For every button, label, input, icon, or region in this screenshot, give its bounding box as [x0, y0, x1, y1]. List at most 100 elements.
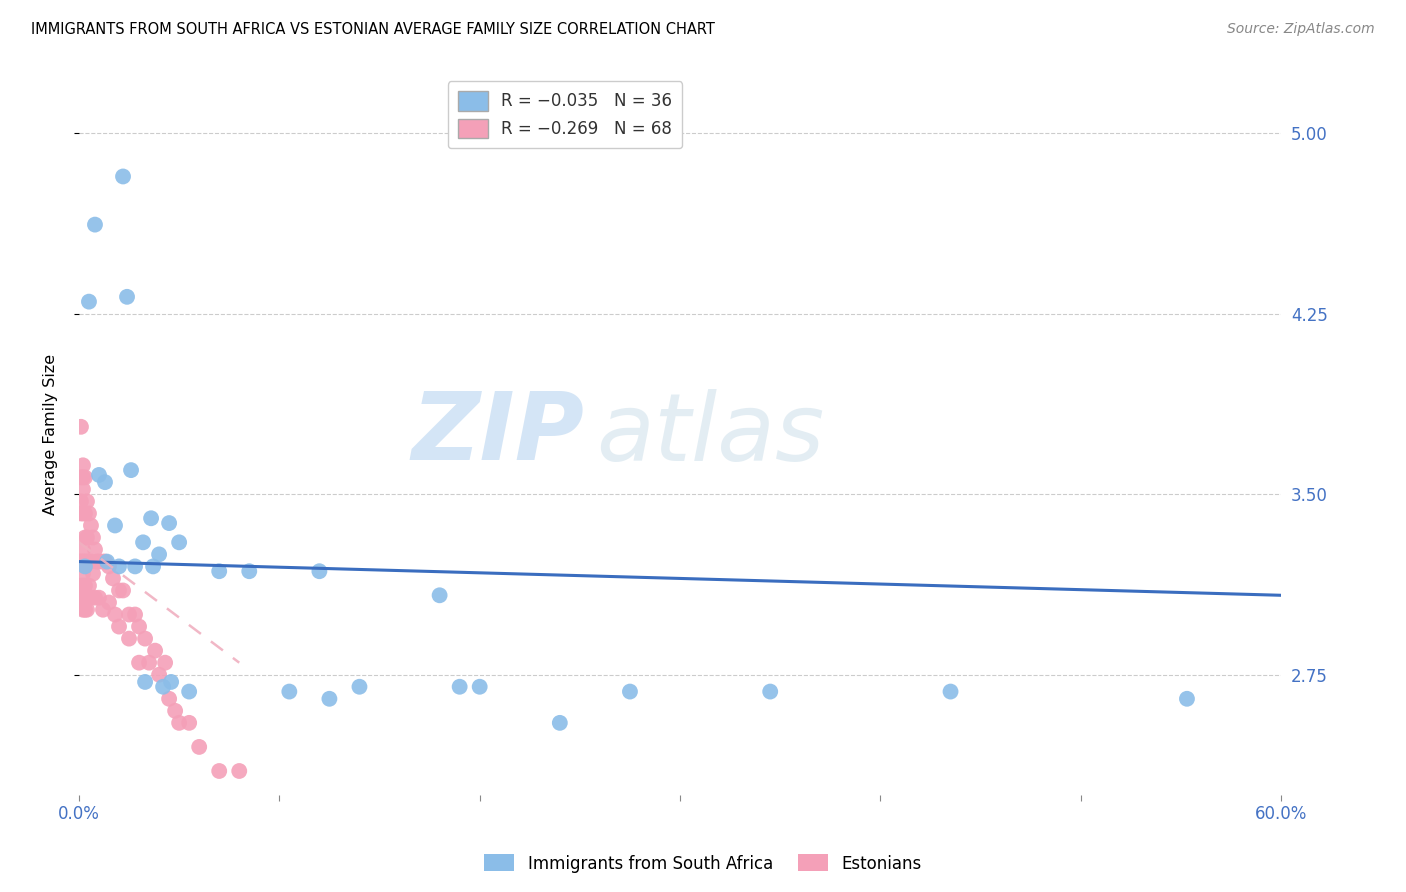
Point — [115, 290, 138, 304]
Point — [73, 555, 96, 569]
Point — [118, 632, 141, 646]
Point — [318, 691, 340, 706]
Point — [132, 535, 155, 549]
Text: Source: ZipAtlas.com: Source: ZipAtlas.com — [1227, 22, 1375, 37]
Point — [84, 542, 107, 557]
Point — [70, 591, 93, 605]
Point — [138, 656, 160, 670]
Point — [142, 559, 165, 574]
Point — [153, 656, 176, 670]
Point — [87, 467, 110, 482]
Point — [73, 531, 96, 545]
Point — [70, 470, 93, 484]
Point — [72, 542, 94, 557]
Point — [112, 583, 135, 598]
Point — [108, 559, 131, 574]
Point — [77, 507, 100, 521]
Point — [77, 555, 100, 569]
Point — [101, 571, 124, 585]
Point — [179, 715, 201, 730]
Point — [108, 619, 131, 633]
Point — [152, 680, 174, 694]
Point — [128, 656, 150, 670]
Point — [82, 531, 104, 545]
Legend: Immigrants from South Africa, Estonians: Immigrants from South Africa, Estonians — [478, 847, 928, 880]
Text: IMMIGRANTS FROM SOUTH AFRICA VS ESTONIAN AVERAGE FAMILY SIZE CORRELATION CHART: IMMIGRANTS FROM SOUTH AFRICA VS ESTONIAN… — [31, 22, 714, 37]
Point — [72, 470, 94, 484]
Point — [76, 603, 98, 617]
Point — [165, 704, 187, 718]
Point — [124, 607, 146, 622]
Point — [208, 564, 231, 578]
Point — [67, 555, 90, 569]
Text: atlas: atlas — [596, 389, 824, 480]
Point — [143, 643, 166, 657]
Point — [73, 559, 96, 574]
Point — [468, 680, 491, 694]
Point — [91, 555, 114, 569]
Point — [87, 591, 110, 605]
Point — [308, 564, 330, 578]
Point — [449, 680, 471, 694]
Point — [157, 516, 180, 530]
Point — [87, 555, 110, 569]
Text: ZIP: ZIP — [411, 388, 583, 480]
Point — [80, 591, 103, 605]
Point — [188, 739, 211, 754]
Point — [104, 607, 127, 622]
Point — [80, 555, 103, 569]
Point — [619, 684, 641, 698]
Point — [548, 715, 571, 730]
Point — [108, 583, 131, 598]
Point — [278, 684, 301, 698]
Point — [73, 603, 96, 617]
Point — [73, 507, 96, 521]
Point — [72, 458, 94, 473]
Point — [76, 531, 98, 545]
Point — [73, 470, 96, 484]
Point — [82, 566, 104, 581]
Legend: R = −0.035   N = 36, R = −0.269   N = 68: R = −0.035 N = 36, R = −0.269 N = 68 — [449, 81, 682, 148]
Point — [124, 559, 146, 574]
Y-axis label: Average Family Size: Average Family Size — [44, 353, 58, 515]
Point — [139, 511, 162, 525]
Point — [134, 632, 156, 646]
Point — [1175, 691, 1198, 706]
Point — [167, 715, 190, 730]
Point — [134, 675, 156, 690]
Point — [72, 507, 94, 521]
Point — [228, 764, 250, 778]
Point — [86, 555, 108, 569]
Point — [76, 494, 98, 508]
Point — [94, 555, 117, 569]
Point — [208, 764, 231, 778]
Point — [118, 607, 141, 622]
Point — [72, 555, 94, 569]
Point — [72, 483, 94, 497]
Point — [72, 579, 94, 593]
Point — [148, 547, 170, 561]
Point — [72, 591, 94, 605]
Point — [104, 518, 127, 533]
Point — [77, 294, 100, 309]
Point — [128, 619, 150, 633]
Point — [70, 419, 93, 434]
Point — [98, 595, 121, 609]
Point — [84, 218, 107, 232]
Point — [91, 603, 114, 617]
Point — [73, 579, 96, 593]
Point — [148, 667, 170, 681]
Point — [167, 535, 190, 549]
Point — [429, 588, 451, 602]
Point — [120, 463, 142, 477]
Point — [77, 579, 100, 593]
Point — [112, 169, 135, 184]
Point — [349, 680, 371, 694]
Point — [179, 684, 201, 698]
Point — [98, 559, 121, 574]
Point — [70, 579, 93, 593]
Point — [238, 564, 260, 578]
Point — [70, 494, 93, 508]
Point — [157, 691, 180, 706]
Point — [80, 518, 103, 533]
